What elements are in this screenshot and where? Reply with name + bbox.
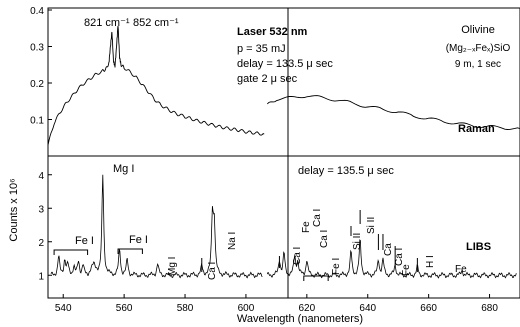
- libs-spectrum-segment-0: [50, 174, 263, 279]
- raman-spectrum-segment-1: [266, 95, 520, 130]
- fe-i-bracket-b: [117, 248, 143, 254]
- y-tick-label-upper: 0.2: [30, 79, 44, 90]
- x-tick-label: 660: [420, 303, 437, 314]
- x-axis-label: Wavelength (nanometers): [237, 313, 363, 325]
- gate-label: gate 2 μ sec: [237, 73, 298, 85]
- delay-label-lower: delay = 135.5 μ sec: [298, 165, 394, 177]
- libs-tag: LIBS: [466, 241, 491, 253]
- y-tick-label-upper: 0.3: [30, 43, 44, 54]
- axis-ticks: 0.4 0.3 0.2 0.1 1 2 3 4 540 560 580 600 620 640 660 680: [30, 6, 498, 314]
- x-tick-label: 640: [359, 303, 376, 314]
- fe-671-label: Fe: [455, 264, 467, 275]
- ca-i-616-label: Ca I: [312, 209, 323, 227]
- x-tick-label: 680: [481, 303, 498, 314]
- ca-i-645-label: Ca I: [394, 248, 405, 266]
- ca-i-619-label: Ca I: [319, 230, 330, 248]
- na-i-label: Na I: [227, 232, 238, 250]
- x-tick-label: 620: [298, 303, 315, 314]
- fe-i-620-bracket: [303, 275, 329, 281]
- pulse-energy-label: p = 35 mJ: [237, 43, 286, 55]
- fe-649-label: Fe: [401, 264, 412, 276]
- ca-i-611-label: Ca I: [292, 247, 303, 265]
- x-tick-label: 600: [238, 303, 255, 314]
- raman-peak-821-label: 821 cm⁻¹: [84, 17, 130, 29]
- si-ii-634-label: Si II: [352, 233, 363, 250]
- h-i-label: H I: [425, 255, 436, 268]
- spectra: [47, 25, 520, 279]
- fe-612-label: Fe: [301, 221, 312, 233]
- mineral-label: Olivine: [461, 24, 495, 36]
- ca-643-label: Ca: [383, 243, 394, 256]
- delay-label-upper: delay = 133.5 μ sec: [237, 58, 333, 70]
- y-tick-label-lower: 4: [38, 171, 44, 182]
- fe-i-group-b: Fe I: [129, 234, 148, 246]
- laser-label: Laser 532 nm: [237, 26, 308, 38]
- x-tick-label: 580: [177, 303, 194, 314]
- y-tick-label-lower: 1: [38, 271, 44, 282]
- mg-i-small-label: Mg I: [167, 257, 178, 276]
- si-ii-637-label: Si II: [366, 217, 377, 234]
- formula-label: (Mg₂₋ₓFeₓ)SiO: [446, 43, 511, 54]
- fe-i-group-a: Fe I: [75, 235, 94, 247]
- ca-i-585-label: Ca I: [207, 262, 218, 280]
- x-tick-label: 540: [55, 303, 72, 314]
- fe-i-bracket-a: [53, 249, 89, 255]
- raman-spectrum-segment-0: [47, 25, 265, 146]
- libs-spectrum-segment-1: [266, 239, 517, 279]
- lower-panel-frame: [47, 155, 520, 299]
- distance-label: 9 m, 1 sec: [455, 59, 501, 70]
- mg-i-main-label: Mg I: [113, 163, 134, 175]
- annotation-markers: [53, 210, 418, 281]
- raman-peak-852-label: 852 cm⁻¹: [133, 17, 179, 29]
- y-tick-label-lower: 3: [38, 204, 44, 215]
- y-tick-label-upper: 0.4: [30, 6, 44, 17]
- fe-i-620-label: Fe I: [331, 258, 342, 275]
- raman-tag: Raman: [458, 123, 495, 135]
- y-tick-label-upper: 0.1: [30, 116, 44, 127]
- x-tick-label: 560: [116, 303, 133, 314]
- y-tick-label-lower: 2: [38, 238, 44, 249]
- y-axis-label: Counts x 10⁶: [8, 178, 20, 241]
